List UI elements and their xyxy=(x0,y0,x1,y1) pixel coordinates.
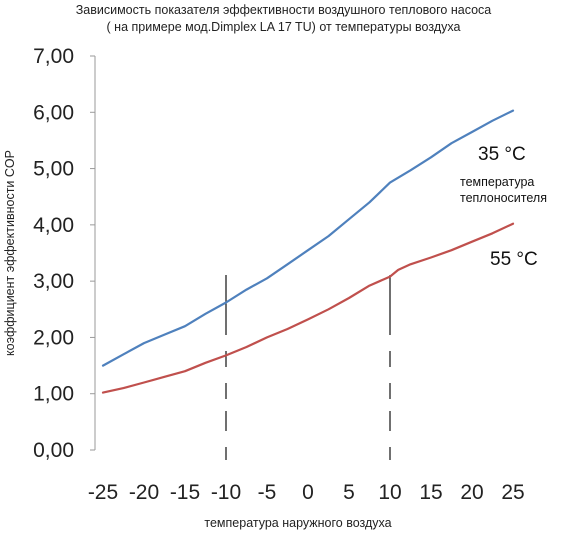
y-tick-label: 3,00 xyxy=(33,270,74,293)
x-tick-label: 0 xyxy=(302,481,314,504)
y-tick-label: 1,00 xyxy=(33,383,74,406)
x-tick-label: 5 xyxy=(343,481,355,504)
y-tick-label: 6,00 xyxy=(33,101,74,124)
x-axis-title: температура наружного воздуха xyxy=(204,516,391,530)
y-tick-label: 5,00 xyxy=(33,158,74,181)
y-tick-label: 2,00 xyxy=(33,326,74,349)
chart-title-line-1: Зависимость показателя эффективности воз… xyxy=(75,3,492,17)
x-tick-label: -10 xyxy=(211,481,241,504)
series-line-red xyxy=(101,222,515,394)
series-caption-line-1: температура xyxy=(460,175,534,189)
x-tick-label: 15 xyxy=(419,481,442,504)
series-label-35: 35 °C xyxy=(478,144,526,165)
y-tick-label: 7,00 xyxy=(33,45,74,68)
y-tick-label: 4,00 xyxy=(33,214,74,237)
x-tick-label: -15 xyxy=(170,481,200,504)
chart-title-line-2: ( на примере мод.Dimplex LA 17 TU) от те… xyxy=(106,20,461,34)
y-axis-title: коэффициент эффективности COP xyxy=(3,150,17,356)
series-label-55: 55 °C xyxy=(490,249,538,270)
chart-title: Зависимость показателя эффективности воз… xyxy=(0,2,567,36)
series-caption-line-2: теплоносителя xyxy=(460,191,547,205)
x-tick-label: -20 xyxy=(129,481,159,504)
x-tick-label: 10 xyxy=(378,481,401,504)
series-line-blue xyxy=(101,109,515,367)
x-tick-label: -5 xyxy=(258,481,277,504)
y-tick-label: 0,00 xyxy=(33,439,74,462)
x-tick-label: 20 xyxy=(460,481,483,504)
x-tick-label: -25 xyxy=(88,481,118,504)
x-tick-label: 25 xyxy=(501,481,524,504)
